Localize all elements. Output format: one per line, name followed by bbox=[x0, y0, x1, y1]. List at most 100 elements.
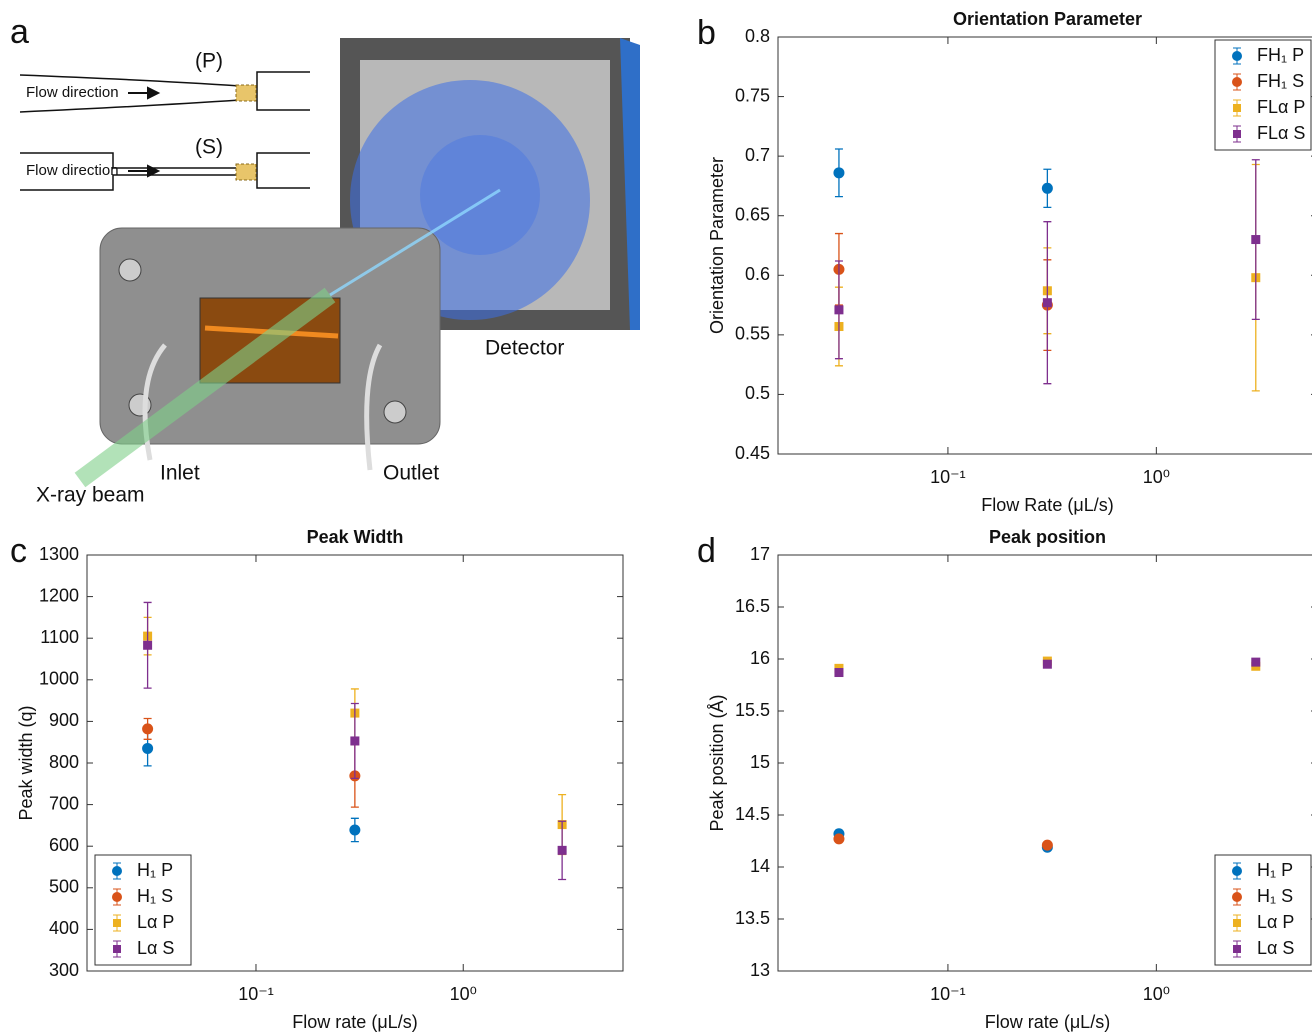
legend-box bbox=[1214, 39, 1312, 151]
y-tick-label: 0.6 bbox=[745, 264, 770, 284]
legend-glyph bbox=[113, 919, 121, 927]
marker bbox=[350, 736, 360, 746]
label: (S) bbox=[195, 136, 223, 159]
label: (P) bbox=[195, 50, 223, 73]
legend-glyph bbox=[1233, 945, 1241, 953]
marker bbox=[1041, 839, 1053, 851]
label: X-ray beam bbox=[36, 484, 145, 507]
marker bbox=[143, 640, 153, 650]
screw bbox=[118, 258, 142, 282]
x-tick-label: 10⁰ bbox=[450, 984, 477, 1004]
legend-label: H₁ S bbox=[1257, 886, 1293, 906]
label: Detector bbox=[485, 337, 564, 360]
tube-p bbox=[256, 71, 310, 111]
legend-glyph bbox=[112, 866, 122, 876]
marker bbox=[142, 723, 154, 735]
seal bbox=[235, 84, 257, 102]
capillary-p bbox=[19, 74, 241, 113]
x-tick-label: 10⁻¹ bbox=[930, 984, 966, 1004]
y-tick-label: 0.65 bbox=[735, 204, 770, 224]
arrow bbox=[128, 164, 161, 178]
y-axis-label: Peak width (q) bbox=[16, 705, 36, 820]
marker bbox=[1041, 182, 1053, 194]
y-tick-label: 14.5 bbox=[735, 804, 770, 824]
y-tick-label: 0.8 bbox=[745, 26, 770, 46]
capillary-s bbox=[20, 152, 240, 191]
panel-label: d bbox=[697, 532, 716, 570]
y-tick-label: 0.75 bbox=[735, 85, 770, 105]
legend-glyph bbox=[1233, 919, 1241, 927]
seal bbox=[235, 163, 257, 181]
y-tick-label: 1200 bbox=[39, 585, 79, 605]
y-tick-label: 16 bbox=[750, 648, 770, 668]
tube-s bbox=[256, 152, 310, 189]
legend-label: FH₁ P bbox=[1257, 45, 1304, 65]
marker bbox=[1251, 657, 1261, 667]
tubing bbox=[142, 343, 383, 471]
y-tick-label: 15 bbox=[750, 752, 770, 772]
chart-title: Peak Width bbox=[307, 527, 404, 547]
legend-box bbox=[1214, 854, 1312, 966]
x-axis-label: Flow rate (μL/s) bbox=[292, 1012, 417, 1032]
legend-glyph bbox=[1232, 77, 1242, 87]
y-tick-label: 13.5 bbox=[735, 908, 770, 928]
scatter-ring bbox=[420, 135, 540, 255]
legend-label: FLα S bbox=[1257, 123, 1305, 143]
legend-glyph bbox=[1233, 104, 1241, 112]
legend-label: Lα P bbox=[1257, 912, 1294, 932]
label: Inlet bbox=[160, 462, 200, 485]
panel-label: b bbox=[697, 14, 716, 52]
legend-glyph bbox=[1233, 130, 1241, 138]
y-tick-label: 13 bbox=[750, 960, 770, 980]
marker bbox=[1042, 659, 1052, 669]
legend: H₁ P H₁ S Lα P Lα S bbox=[1214, 854, 1312, 966]
legend-label: Lα P bbox=[137, 912, 174, 932]
marker bbox=[833, 167, 845, 179]
y-tick-label: 500 bbox=[49, 877, 79, 897]
chart: b Orientation Parameter 0.45 0.5 0.55 0.6 0.65… bbox=[697, 9, 1312, 515]
chart-title: Peak position bbox=[989, 527, 1106, 547]
x-axis-label: Flow Rate (μL/s) bbox=[981, 495, 1113, 515]
x-axis-label: Flow rate (μL/s) bbox=[985, 1012, 1110, 1032]
x-tick-label: 10⁰ bbox=[1143, 984, 1170, 1004]
chart: c Peak Width 300 400 500 600 700 800 900 1000 1100… bbox=[10, 527, 624, 1032]
legend-glyph bbox=[1232, 51, 1242, 61]
marker bbox=[557, 845, 567, 855]
legend: FH₁ P FH₁ S FLα P FLα S bbox=[1214, 39, 1312, 151]
marker bbox=[834, 668, 844, 678]
y-tick-label: 600 bbox=[49, 835, 79, 855]
y-tick-label: 300 bbox=[49, 960, 79, 980]
screw bbox=[383, 400, 407, 424]
y-tick-label: 17 bbox=[750, 544, 770, 564]
x-ray-beam bbox=[74, 287, 336, 488]
y-tick-label: 1100 bbox=[40, 627, 79, 647]
legend-label: FH₁ S bbox=[1257, 71, 1304, 91]
marker bbox=[833, 833, 845, 845]
beam-path bbox=[329, 188, 501, 297]
y-tick-label: 900 bbox=[49, 710, 79, 730]
x-tick-label: 10⁻¹ bbox=[930, 467, 966, 487]
marker bbox=[349, 824, 361, 836]
legend-glyph bbox=[113, 945, 121, 953]
legend-label: H₁ S bbox=[137, 886, 173, 906]
legend-glyph bbox=[112, 892, 122, 902]
y-tick-label: 0.45 bbox=[735, 443, 770, 463]
y-tick-label: 15.5 bbox=[735, 700, 770, 720]
y-tick-label: 400 bbox=[49, 918, 79, 938]
plot-area bbox=[777, 36, 1312, 455]
legend-label: H₁ P bbox=[137, 860, 173, 880]
y-tick-label: 0.7 bbox=[745, 145, 770, 165]
label: Outlet bbox=[383, 462, 439, 485]
y-axis-label: Orientation Parameter bbox=[707, 157, 727, 334]
x-tick-label: 10⁻¹ bbox=[238, 984, 274, 1004]
y-tick-label: 0.5 bbox=[745, 383, 770, 403]
legend-box bbox=[94, 854, 192, 966]
arrow bbox=[128, 86, 161, 100]
y-tick-label: 14 bbox=[750, 856, 770, 876]
detector-side bbox=[620, 38, 640, 330]
y-tick-label: 1300 bbox=[39, 544, 79, 564]
legend-label: Lα S bbox=[137, 938, 174, 958]
label: Flow direction bbox=[26, 162, 119, 179]
legend-label: H₁ P bbox=[1257, 860, 1293, 880]
legend: H₁ P H₁ S Lα P Lα S bbox=[94, 854, 192, 966]
